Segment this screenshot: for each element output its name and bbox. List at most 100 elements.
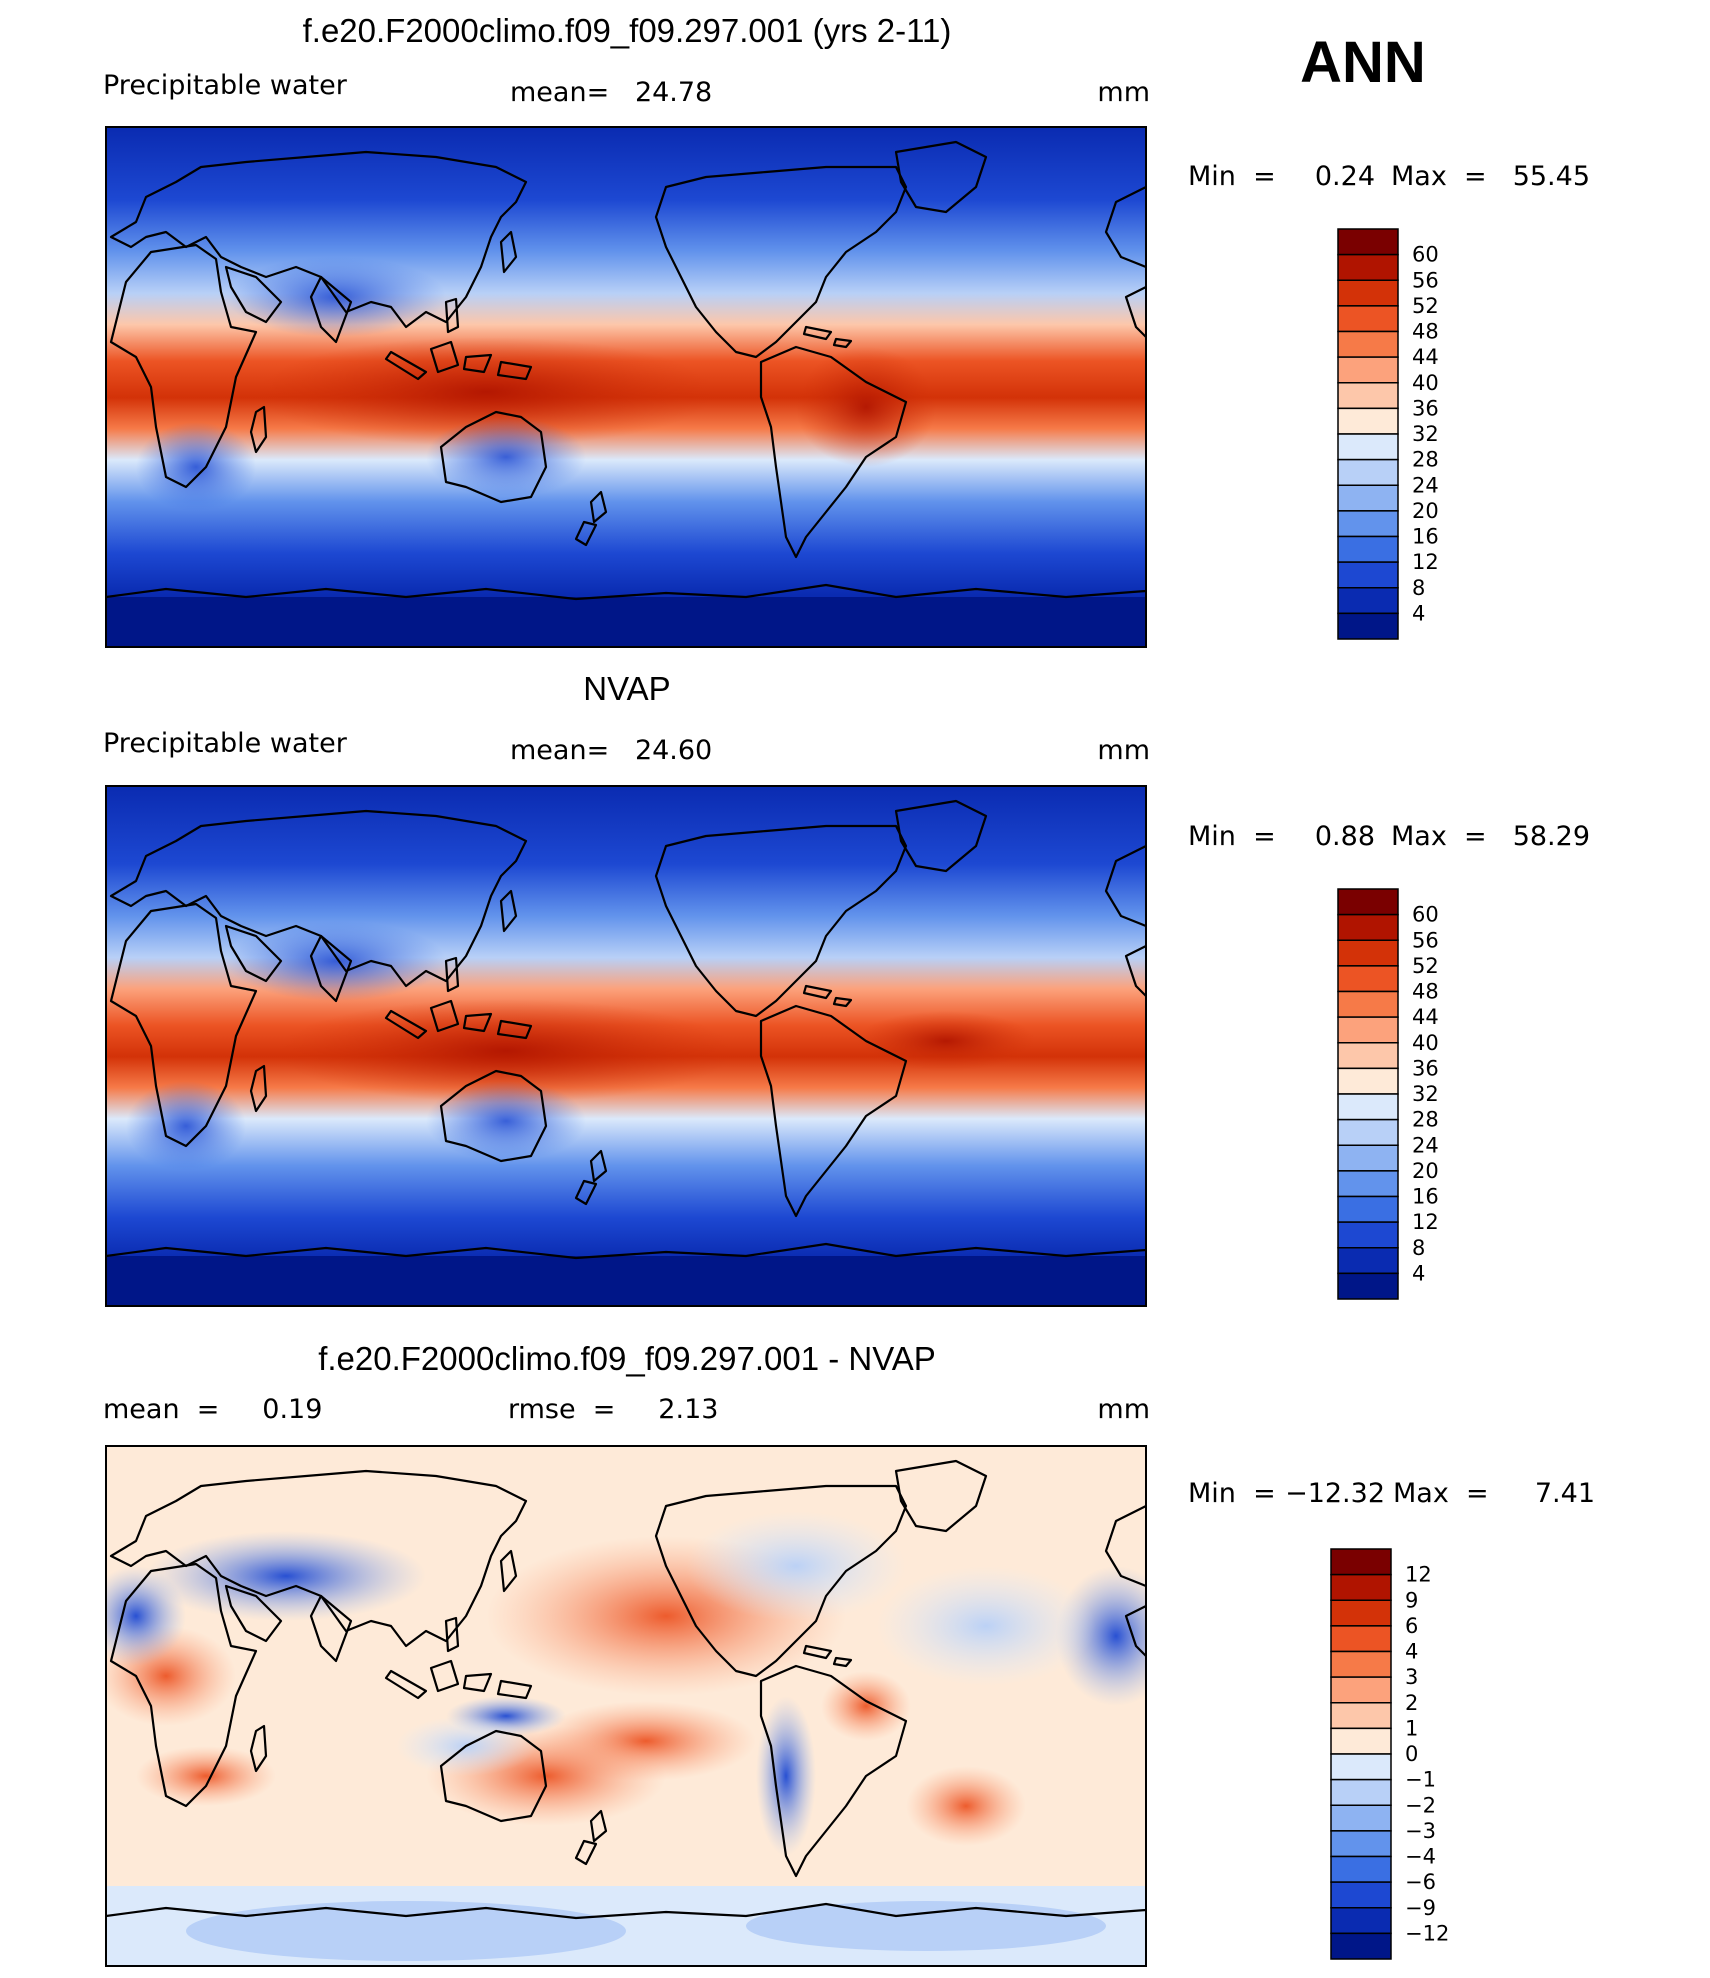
colorbar-swatch	[1337, 1170, 1399, 1198]
colorbar-swatch	[1330, 1881, 1392, 1909]
panel-1-max: 55.45	[1513, 161, 1590, 192]
colorbar-swatch	[1337, 433, 1399, 461]
colorbar-tick-label: 16	[1412, 525, 1439, 549]
colorbar-swatch	[1330, 1830, 1392, 1858]
panel-3-mean: mean = 0.19	[103, 1394, 322, 1425]
panel-3-title: f.e20.F2000climo.f09_f09.297.001 - NVAP	[318, 1340, 936, 1377]
colorbar-tick-label: 6	[1405, 1614, 1418, 1638]
colorbar-tick-label: 9	[1405, 1588, 1418, 1612]
colorbar-swatch	[1337, 587, 1399, 615]
colorbar-swatch	[1337, 1016, 1399, 1044]
panel-1-title: f.e20.F2000climo.f09_f09.297.001 (yrs 2-…	[303, 12, 952, 49]
colorbar-tick-label: 8	[1412, 576, 1425, 600]
colorbar-tick-label: 56	[1412, 268, 1439, 292]
colorbar-swatch	[1337, 1093, 1399, 1121]
colorbar-tick-label: 3	[1405, 1665, 1418, 1689]
panel-1-units: mm	[1097, 77, 1150, 108]
colorbar-tick-label: 44	[1412, 345, 1439, 369]
colorbar-tick-label: 1	[1405, 1716, 1418, 1740]
colorbar-swatch	[1337, 913, 1399, 941]
panel-2-map	[105, 785, 1147, 1307]
panel-2-title: NVAP	[583, 670, 670, 707]
colorbar-swatch	[1337, 1118, 1399, 1146]
colorbar-swatch	[1330, 1702, 1392, 1730]
colorbar-tick-label: 40	[1412, 371, 1439, 395]
colorbar-tick-label: 32	[1412, 1082, 1439, 1106]
panel-2-mean: mean= 24.60	[510, 735, 712, 766]
season-label: ANN	[1300, 30, 1426, 95]
colorbar-swatch	[1337, 990, 1399, 1018]
panel-2-min-label: Min =	[1188, 821, 1276, 852]
panel-3: f.e20.F2000climo.f09_f09.297.001 - NVAP …	[103, 1340, 1595, 1967]
panel-1-map	[105, 126, 1147, 648]
panel-1-min-label: Min =	[1188, 161, 1276, 192]
colorbar-swatch	[1337, 458, 1399, 486]
colorbar-swatch	[1337, 1272, 1399, 1300]
colorbar-tick-label: 48	[1412, 980, 1439, 1004]
colorbar-tick-label: 56	[1412, 928, 1439, 952]
colorbar-tick-label: 36	[1412, 396, 1439, 420]
colorbar-swatch	[1330, 1753, 1392, 1781]
colorbar-tick-label: 20	[1412, 1159, 1439, 1183]
colorbar-swatch	[1337, 382, 1399, 410]
colorbar-swatch	[1330, 1599, 1392, 1627]
colorbar-tick-label: 4	[1412, 1261, 1425, 1285]
colorbar-swatch	[1337, 1195, 1399, 1223]
colorbar-swatch	[1330, 1548, 1392, 1576]
colorbar-swatch	[1337, 1221, 1399, 1249]
colorbar-tick-label: −1	[1405, 1768, 1436, 1792]
panel-2-max-label: Max =	[1391, 821, 1487, 852]
colorbar-swatch	[1337, 484, 1399, 512]
colorbar-swatch	[1337, 330, 1399, 358]
colorbar-swatch	[1337, 1247, 1399, 1275]
colorbar-swatch	[1337, 939, 1399, 967]
panel-2-frame	[105, 785, 1147, 1307]
colorbar-swatch	[1330, 1855, 1392, 1883]
colorbar-swatch	[1337, 253, 1399, 281]
colorbar-tick-label: 4	[1405, 1640, 1418, 1664]
panel-3-min: −12.32	[1285, 1478, 1385, 1509]
colorbar-tick-label: 60	[1412, 903, 1439, 927]
panel-2: NVAP Precipitable water mean= 24.60 mm M…	[103, 670, 1590, 1307]
colorbar-swatch	[1337, 1144, 1399, 1172]
colorbar-swatch	[1337, 356, 1399, 384]
colorbar-swatch	[1337, 888, 1399, 916]
colorbar-swatch	[1337, 510, 1399, 538]
colorbar-tick-label: 36	[1412, 1056, 1439, 1080]
panel-2-min: 0.88	[1315, 821, 1375, 852]
panel-1-mean: mean= 24.78	[510, 77, 712, 108]
colorbar-swatch	[1337, 612, 1399, 640]
colorbar-swatch	[1330, 1676, 1392, 1704]
colorbar-tick-label: 52	[1412, 294, 1439, 318]
panel-2-max: 58.29	[1513, 821, 1590, 852]
colorbar-tick-label: −12	[1405, 1921, 1449, 1945]
colorbar-swatch	[1337, 561, 1399, 589]
panel-1: f.e20.F2000climo.f09_f09.297.001 (yrs 2-…	[103, 12, 1590, 648]
colorbar-swatch	[1337, 1067, 1399, 1095]
colorbar-swatch	[1330, 1573, 1392, 1601]
colorbar-tick-label: 16	[1412, 1185, 1439, 1209]
panel-1-variable: Precipitable water	[103, 70, 348, 101]
colorbar-tick-label: 48	[1412, 320, 1439, 344]
colorbar-swatch	[1330, 1650, 1392, 1678]
colorbar-swatch	[1330, 1727, 1392, 1755]
colorbar-swatch	[1330, 1778, 1392, 1806]
colorbar-tick-label: 2	[1405, 1691, 1418, 1715]
colorbar-swatch	[1337, 305, 1399, 333]
colorbar-swatch	[1337, 1042, 1399, 1070]
colorbar-tick-label: 28	[1412, 448, 1439, 472]
colorbar-swatch	[1337, 279, 1399, 307]
colorbar-tick-label: −2	[1405, 1793, 1436, 1817]
colorbar-tick-label: 4	[1412, 601, 1425, 625]
panel-3-min-label: Min =	[1188, 1478, 1276, 1509]
colorbar-tick-label: −4	[1405, 1845, 1436, 1869]
colorbar-tick-label: 12	[1405, 1563, 1432, 1587]
panel-3-max-label: Max =	[1393, 1478, 1489, 1509]
colorbar-tick-label: 12	[1412, 550, 1439, 574]
colorbar-tick-label: 20	[1412, 499, 1439, 523]
panel-1-min: 0.24	[1315, 161, 1375, 192]
panel-3-map	[105, 1445, 1147, 1967]
